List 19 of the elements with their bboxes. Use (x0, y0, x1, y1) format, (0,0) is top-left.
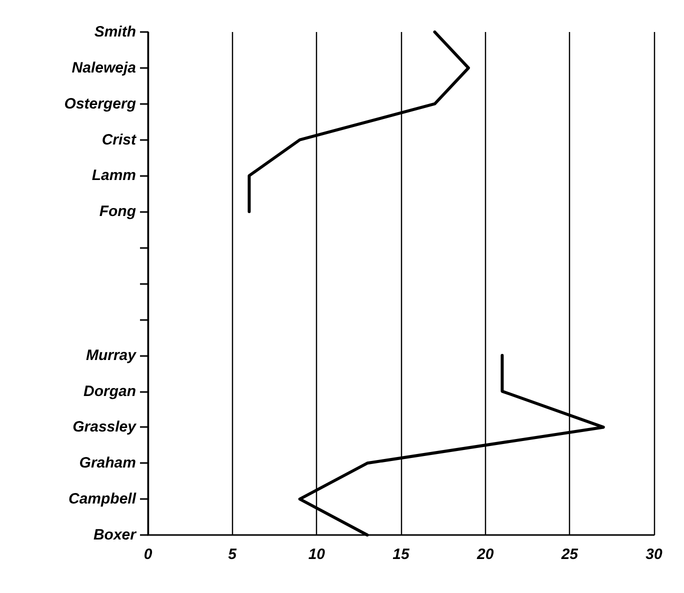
y-tick-label: Murray (86, 346, 137, 364)
y-tick-label: Ostergerg (64, 95, 136, 112)
y-tick-label: Grassley (72, 418, 137, 436)
x-tick-label: 10 (308, 546, 326, 563)
y-tick-label: Lamm (92, 167, 136, 184)
y-tick-label: Boxer (93, 526, 138, 544)
y-tick-label: Crist (102, 131, 137, 148)
x-tick-label: 15 (392, 546, 410, 563)
x-tick-label: 5 (228, 546, 238, 563)
x-tick-label: 30 (646, 546, 663, 563)
y-tick-label: Graham (79, 454, 136, 472)
x-tick-label: 0 (144, 546, 153, 563)
y-tick-label: Dorgan (84, 382, 136, 400)
y-tick-label: Fong (99, 203, 136, 220)
x-tick-label: 20 (476, 546, 494, 563)
y-tick-label: Naleweja (72, 59, 136, 76)
y-tick-label: Campbell (68, 490, 137, 508)
x-tick-label: 25 (560, 546, 579, 563)
y-tick-label: Smith (94, 24, 136, 40)
